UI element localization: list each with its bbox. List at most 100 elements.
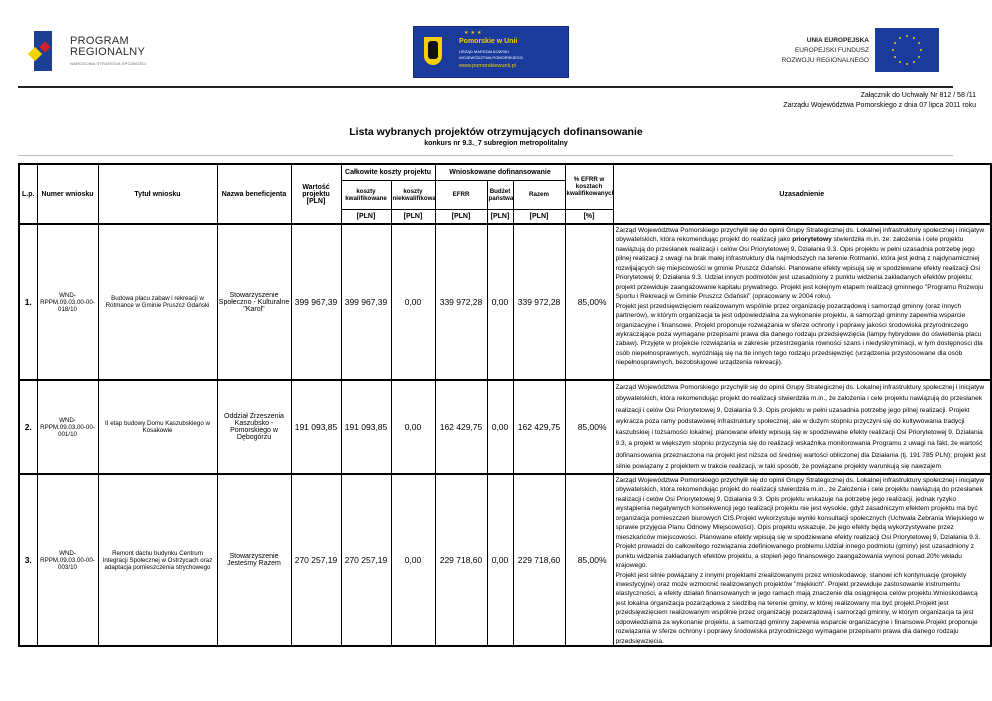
eu-star-icon	[918, 56, 921, 58]
cell-tytul: Budowa placu zabaw i rekreacji w Rotmanc…	[97, 223, 218, 381]
cell-razem: 162 429,75	[512, 379, 566, 475]
cell-numer: WND-RPPM.09.03.00-00-018/10	[36, 223, 99, 381]
eu-flag-icon	[875, 28, 939, 72]
cell-niekwalifikowane: 0,00	[390, 473, 436, 647]
eu-star-icon	[899, 36, 901, 39]
logo-text: REGIONALNY	[70, 46, 146, 58]
eu-star-icon	[913, 36, 915, 39]
eu-star-icon	[899, 61, 901, 64]
table-row: 2. WND-RPPM.09.03.00-00-001/10 II etap b…	[18, 379, 992, 475]
justification-text: stwierdziła m.in. że: założenia i cele p…	[615, 236, 984, 301]
justification-paragraph: Zarząd Województwa Pomorskiego przychyli…	[616, 226, 989, 302]
page-subtitle: konkurs nr 9.3._7 subregion metropolital…	[424, 140, 568, 147]
cell-kwalifikowane: 191 093,85	[340, 379, 392, 475]
cell-procent: 85,00%	[564, 379, 614, 475]
justification-paragraph: Projekt jest przedsięwzięciem realizowan…	[615, 302, 983, 367]
header-calkowite: Całkowite koszty projektu	[340, 163, 436, 181]
header-niekwalifikowane: koszty niekwalifikowane	[390, 179, 436, 210]
page-title: Lista wybranych projektów otrzymujących …	[349, 126, 643, 138]
justification-paragraph: Zarząd Województwa Pomorskiego przychyli…	[615, 477, 985, 570]
eu-star-icon	[906, 35, 908, 37]
cell-wartosc: 270 257,19	[290, 473, 342, 647]
unit-pln: [PLN]	[486, 208, 514, 225]
table-row: 3. WND-RPPM.09.03.00-00-003/10 Remont da…	[18, 473, 992, 647]
cell-lp: 3.	[18, 473, 38, 647]
justification-bold: priorytetowy	[792, 236, 832, 244]
cell-procent: 85,00%	[564, 223, 614, 381]
header-divider	[18, 86, 953, 88]
logo-text: URZĄD MARSZAŁKOWSKI	[459, 49, 509, 54]
pomorskie-w-unii-logo: ★★★ Pomorskie w Unii URZĄD MARSZAŁKOWSKI…	[413, 26, 569, 78]
stars-icon: ★★★	[464, 30, 484, 36]
eu-star-icon	[892, 49, 894, 51]
cell-kwalifikowane: 270 257,19	[340, 473, 392, 647]
cell-beneficjent: Stowarzyszenie Społeczno - Kulturalne "K…	[216, 223, 292, 381]
header-tytul: Tytuł wniosku	[97, 163, 218, 225]
cell-efrr: 339 972,28	[434, 223, 488, 381]
header-uzasadnienie: Uzasadnienie	[612, 163, 992, 225]
cell-budzet: 0,00	[486, 379, 514, 475]
cell-kwalifikowane: 399 967,39	[340, 223, 392, 381]
header-procent: % EFRR w kosztach kwalifikowanych	[564, 163, 614, 210]
justification-text: Zarząd Województwa Pomorskiego przychyli…	[615, 227, 985, 244]
cell-numer: WND-RPPM.09.03.00-00-003/10	[36, 473, 99, 647]
header-kwalifikowane: koszty kwalifikowane	[340, 179, 392, 210]
logo-text: EUROPEJSKI FUNDUSZ	[794, 47, 869, 54]
annex-note: Załącznik do Uchwały Nr 812 / 58 /11 Zar…	[783, 91, 976, 111]
cell-numer: WND-RPPM.09.03.00-00-001/10	[36, 379, 99, 475]
eu-star-icon	[893, 42, 896, 44]
cell-lp: 2.	[18, 379, 38, 475]
header-wartosc: Wartość projektu [PLN]	[290, 163, 342, 225]
eu-star-icon	[918, 42, 921, 44]
cell-uzasadnienie: Zarząd Województwa Pomorskiego przychyli…	[612, 379, 992, 475]
annex-line: Załącznik do Uchwały Nr 812 / 58 /11	[860, 92, 976, 99]
justification-paragraph: Zarząd Województwa Pomorskiego przychyli…	[615, 384, 986, 471]
cell-budzet: 0,00	[486, 223, 514, 381]
logo-tagline: NARODOWA STRATEGIA SPÓJNOŚCI	[70, 61, 147, 66]
header-wnioskowane: Wnioskowane dofinansowanie	[434, 163, 566, 181]
justification-paragraph: Projekt jest silnie powiązany z innymi p…	[615, 571, 978, 644]
header-efrr: EFRR	[434, 179, 488, 210]
logo-text: PROGRAM	[70, 35, 129, 47]
griffin-icon	[428, 41, 438, 59]
cell-tytul: II etap budowy Domu Kaszubskiego w Kosak…	[97, 379, 218, 475]
cell-efrr: 229 718,60	[434, 473, 488, 647]
cell-uzasadnienie: Zarząd Województwa Pomorskiego przychyli…	[612, 473, 992, 647]
table-row: 1. WND-RPPM.09.03.00-00-018/10 Budowa pl…	[18, 223, 992, 381]
cell-beneficjent: Stowarzyszenie Jesteśmy Razem	[216, 473, 292, 647]
logo-url: www.pomorskiewunii.pl	[459, 63, 516, 69]
eu-logo: UNIA EUROPEJSKA EUROPEJSKI FUNDUSZ ROZWO…	[755, 26, 941, 76]
cell-procent: 85,00%	[564, 473, 614, 647]
eu-star-icon	[893, 56, 896, 58]
cell-wartosc: 399 967,39	[290, 223, 342, 381]
unit-pln: [PLN]	[340, 208, 392, 225]
header-numer: Numer wniosku	[36, 163, 99, 225]
header-lp: L.p.	[18, 163, 38, 225]
eu-star-icon	[913, 61, 915, 64]
annex-line: Zarządu Województwa Pomorskiego z dnia 0…	[783, 102, 976, 109]
unit-pln: [PLN]	[434, 208, 488, 225]
unit-pln: [PLN]	[390, 208, 436, 225]
cell-niekwalifikowane: 0,00	[390, 223, 436, 381]
header-beneficjent: Nazwa beneficjenta	[216, 163, 292, 225]
header-razem: Razem	[512, 179, 566, 210]
eu-logo-text: UNIA EUROPEJSKA EUROPEJSKI FUNDUSZ ROZWO…	[782, 36, 869, 66]
logo-title: Pomorskie w Unii	[459, 38, 518, 45]
cell-wartosc: 191 093,85	[290, 379, 342, 475]
projects-table: L.p. Numer wniosku Tytuł wniosku Nazwa b…	[18, 163, 992, 647]
logo-text: WOJEWÓDZTWA POMORSKIEGO	[459, 55, 523, 60]
cell-tytul: Remont dachu budynku Centrum Integracji …	[97, 473, 218, 647]
cell-uzasadnienie: Zarząd Województwa Pomorskiego przychyli…	[612, 223, 992, 381]
cell-beneficjent: Oddział Zrzeszenia Kaszubsko - Pomorskie…	[216, 379, 292, 475]
logo-text: ROZWOJU REGIONALNEGO	[781, 57, 869, 64]
logo-text: UNIA EUROPEJSKA	[806, 37, 869, 44]
eu-star-icon	[920, 49, 922, 51]
cell-lp: 1.	[18, 223, 38, 381]
program-regionalny-logo: PROGRAM REGIONALNY NARODOWA STRATEGIA SP…	[27, 27, 185, 75]
cell-razem: 339 972,28	[512, 223, 566, 381]
cell-niekwalifikowane: 0,00	[390, 379, 436, 475]
unit-pln: [PLN]	[512, 208, 566, 225]
cell-budzet: 0,00	[486, 473, 514, 647]
title-divider	[18, 155, 953, 156]
eu-star-icon	[906, 63, 908, 65]
